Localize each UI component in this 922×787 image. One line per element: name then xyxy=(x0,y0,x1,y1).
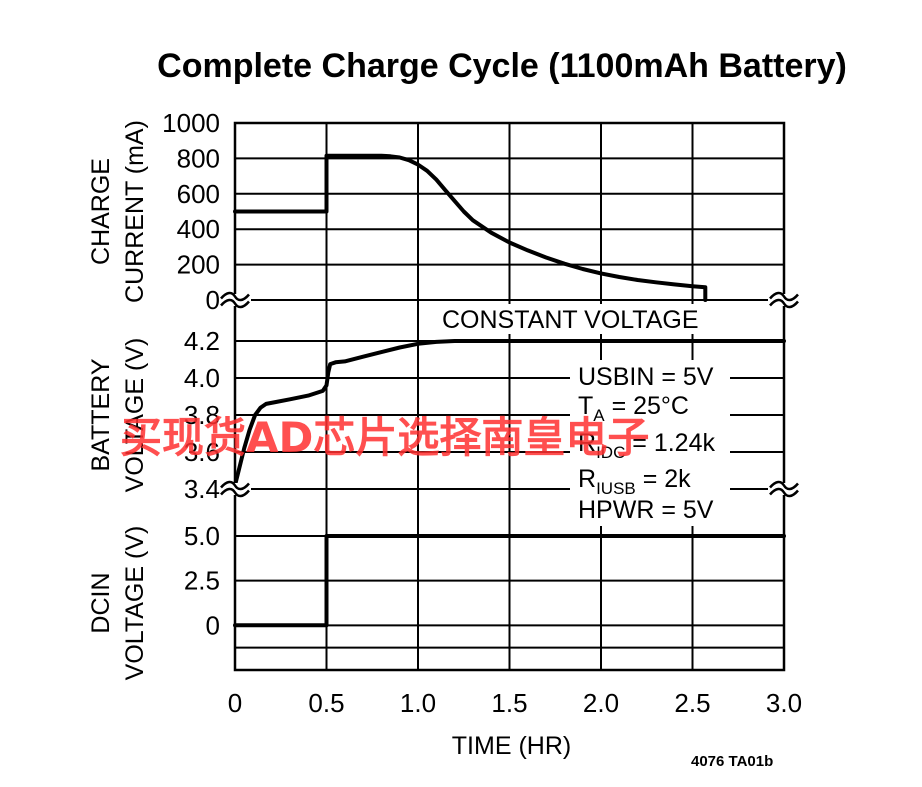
y-axis-title-line: VOLTAGE (V) xyxy=(121,338,149,493)
y-axis-title-line: CURRENT (mA) xyxy=(121,120,149,303)
y-tick-label: 3.6 xyxy=(184,437,220,467)
y-tick-label: 3.4 xyxy=(184,474,220,504)
watermark-text: 买现货AD芯片选择南皇电子 xyxy=(120,413,649,462)
test-condition-label: TA = 25°C xyxy=(578,392,689,425)
axis-break-gaps xyxy=(219,291,800,498)
x-tick-label: 3.0 xyxy=(766,688,802,718)
x-tick-label: 0 xyxy=(228,688,242,718)
battery_voltage-series-line xyxy=(233,339,786,488)
axis-break-symbol xyxy=(769,298,799,309)
y-axis-title-line: CHARGE xyxy=(87,158,115,265)
axis-titles: CHARGE CURRENT (mA)BATTERY VOLTAGE (V)DCIN… xyxy=(87,120,571,760)
test-condition-label: HPWR = 5V xyxy=(578,496,714,524)
tick-labels: 0 0.5 1.0 1.5 2.0 2.5 3.0 0 200 400 600 800 1000 3.4 3… xyxy=(162,108,802,718)
x-tick-label: 1.0 xyxy=(400,688,436,718)
axis-break-symbol xyxy=(769,291,799,302)
x-axis-title: TIME (HR) xyxy=(452,732,571,760)
x-tick-label: 1.5 xyxy=(491,688,527,718)
dcin_voltage-series-line xyxy=(233,534,786,628)
x-tick-label: 0.5 xyxy=(308,688,344,718)
axis-break-symbol xyxy=(220,487,250,498)
test-condition-label: USBIN = 5V xyxy=(578,363,714,391)
x-tick-label: 2.5 xyxy=(674,688,710,718)
y-tick-label: 3.8 xyxy=(184,400,220,430)
y-axis-title-line: DCIN xyxy=(87,572,115,633)
axis-break-mask xyxy=(219,483,251,495)
y-tick-label: 400 xyxy=(177,214,220,244)
axis-break-symbol xyxy=(769,480,799,491)
chart-title: Complete Charge Cycle (1100mAh Battery) xyxy=(157,47,847,85)
axis-break-mask xyxy=(768,483,800,495)
x-tick-label: 2.0 xyxy=(583,688,619,718)
y-tick-label: 600 xyxy=(177,179,220,209)
figure-id: 4076 TA01b xyxy=(691,753,773,770)
axis-break-symbol xyxy=(220,298,250,309)
y-tick-label: 0 xyxy=(206,285,220,315)
y-tick-label: 200 xyxy=(177,250,220,280)
axis-break-mask xyxy=(768,294,800,306)
conditions-background xyxy=(570,360,730,526)
y-axis-title-line: VOLTAGE (V) xyxy=(121,526,149,681)
y-tick-label: 4.0 xyxy=(184,363,220,393)
axis-break-mask xyxy=(219,294,251,306)
axis-break-symbol xyxy=(769,487,799,498)
test-condition-label: RIDC = 1.24k xyxy=(578,429,715,462)
y-tick-label: 5.0 xyxy=(184,521,220,551)
y-tick-label: 2.5 xyxy=(184,566,220,596)
axis-break-symbol xyxy=(220,480,250,491)
data-curves xyxy=(233,153,786,628)
y-tick-label: 0 xyxy=(206,610,220,640)
charge_current-series-line xyxy=(233,153,708,302)
axis-break-symbol xyxy=(220,291,250,302)
test-condition-label: RIUSB = 2k xyxy=(578,465,691,498)
y-tick-label: 4.2 xyxy=(184,326,220,356)
y-tick-label: 800 xyxy=(177,143,220,173)
y-tick-label: 1000 xyxy=(162,108,220,138)
constant-voltage-annotation: CONSTANT VOLTAGE xyxy=(442,306,699,334)
y-axis-title-line: BATTERY xyxy=(87,358,115,471)
plot-frame xyxy=(233,121,786,672)
annotation-background xyxy=(436,304,698,334)
